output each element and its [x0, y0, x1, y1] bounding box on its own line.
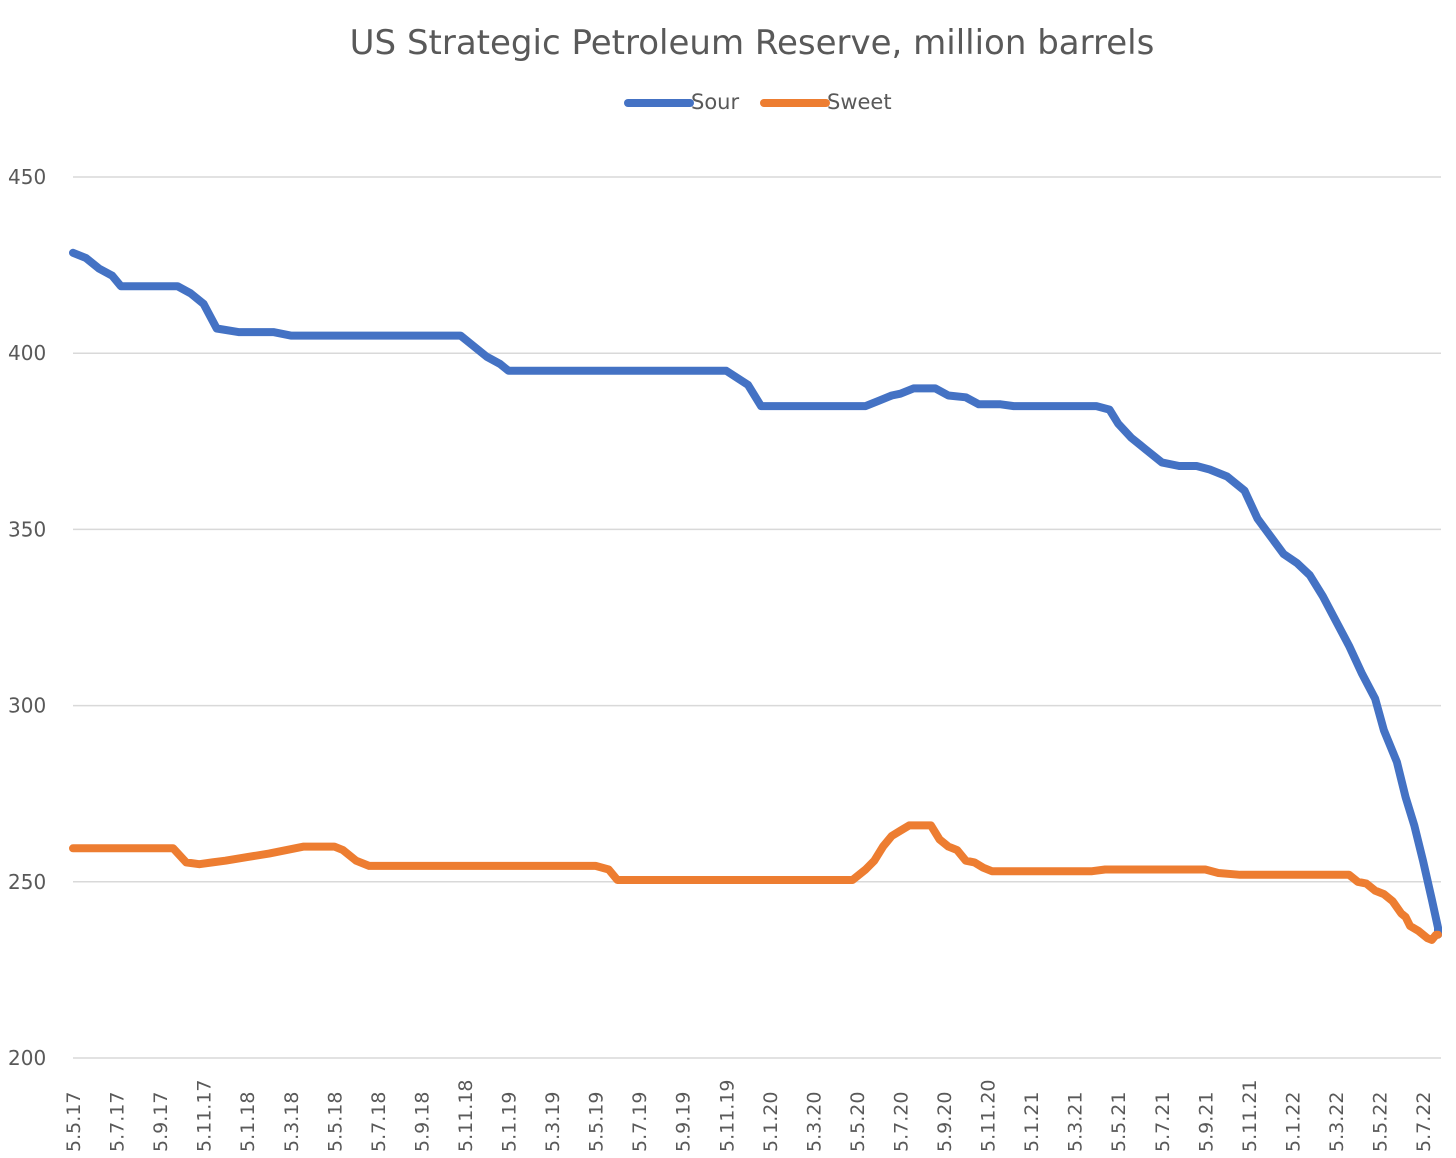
x-tick-label: 5.5.20 — [847, 1092, 869, 1152]
x-tick-label: 5.11.20 — [978, 1079, 1000, 1152]
x-tick-label: 5.1.20 — [760, 1092, 782, 1152]
legend-label-sweet: Sweet — [827, 90, 892, 114]
x-tick-label: 5.1.19 — [499, 1092, 521, 1152]
y-axis-ticks: 450 400 350 300 250 200 — [8, 165, 46, 1070]
x-tick-label: 5.5.22 — [1370, 1092, 1392, 1152]
x-tick-label: 5.7.21 — [1152, 1092, 1174, 1152]
x-tick-label: 5.9.20 — [934, 1092, 956, 1152]
y-tick-label: 250 — [8, 870, 46, 894]
x-tick-label: 5.7.18 — [368, 1092, 390, 1152]
x-tick-label: 5.11.21 — [1239, 1079, 1261, 1152]
x-tick-label: 5.7.22 — [1413, 1092, 1435, 1152]
x-tick-label: 5.5.17 — [63, 1092, 85, 1152]
x-tick-label: 5.9.18 — [411, 1092, 433, 1152]
y-tick-label: 400 — [8, 341, 46, 365]
x-tick-label: 5.5.19 — [586, 1092, 608, 1152]
x-tick-label: 5.3.19 — [542, 1092, 564, 1152]
gridlines — [73, 176, 1441, 1059]
x-tick-label: 5.11.18 — [455, 1079, 477, 1152]
x-tick-label: 5.3.21 — [1065, 1092, 1087, 1152]
x-tick-label: 5.9.19 — [673, 1092, 695, 1152]
x-tick-label: 5.9.17 — [150, 1092, 172, 1152]
legend-label-sour: Sour — [691, 90, 739, 114]
series-line-sour — [69, 248, 1442, 939]
series-lines — [69, 248, 1442, 944]
x-tick-label: 5.7.19 — [629, 1092, 651, 1152]
x-tick-label: 5.7.20 — [890, 1092, 912, 1152]
x-tick-label: 5.7.17 — [107, 1092, 129, 1152]
y-tick-label: 200 — [8, 1046, 46, 1070]
y-tick-label: 450 — [8, 165, 46, 189]
y-tick-label: 350 — [8, 517, 46, 541]
x-axis-ticks: 5.5.17 5.7.17 5.9.17 5.11.17 5.1.18 5.3.18 5.5… — [63, 1079, 1435, 1152]
x-tick-label: 5.5.21 — [1108, 1092, 1130, 1152]
x-tick-label: 5.1.18 — [237, 1092, 259, 1152]
x-tick-label: 5.3.18 — [281, 1092, 303, 1152]
x-tick-label: 5.3.22 — [1326, 1092, 1348, 1152]
series-line-sweet — [69, 821, 1442, 944]
y-tick-label: 300 — [8, 694, 46, 718]
x-tick-label: 5.1.22 — [1282, 1092, 1304, 1152]
x-tick-label: 5.3.20 — [803, 1092, 825, 1152]
x-tick-label: 5.1.21 — [1021, 1092, 1043, 1152]
legend: Sour Sweet — [624, 90, 892, 114]
x-tick-label: 5.11.17 — [194, 1079, 216, 1152]
chart-title: US Strategic Petroleum Reserve, million … — [350, 23, 1155, 63]
x-tick-label: 5.9.21 — [1195, 1092, 1217, 1152]
x-tick-label: 5.11.19 — [716, 1079, 738, 1152]
x-tick-label: 5.5.18 — [324, 1092, 346, 1152]
